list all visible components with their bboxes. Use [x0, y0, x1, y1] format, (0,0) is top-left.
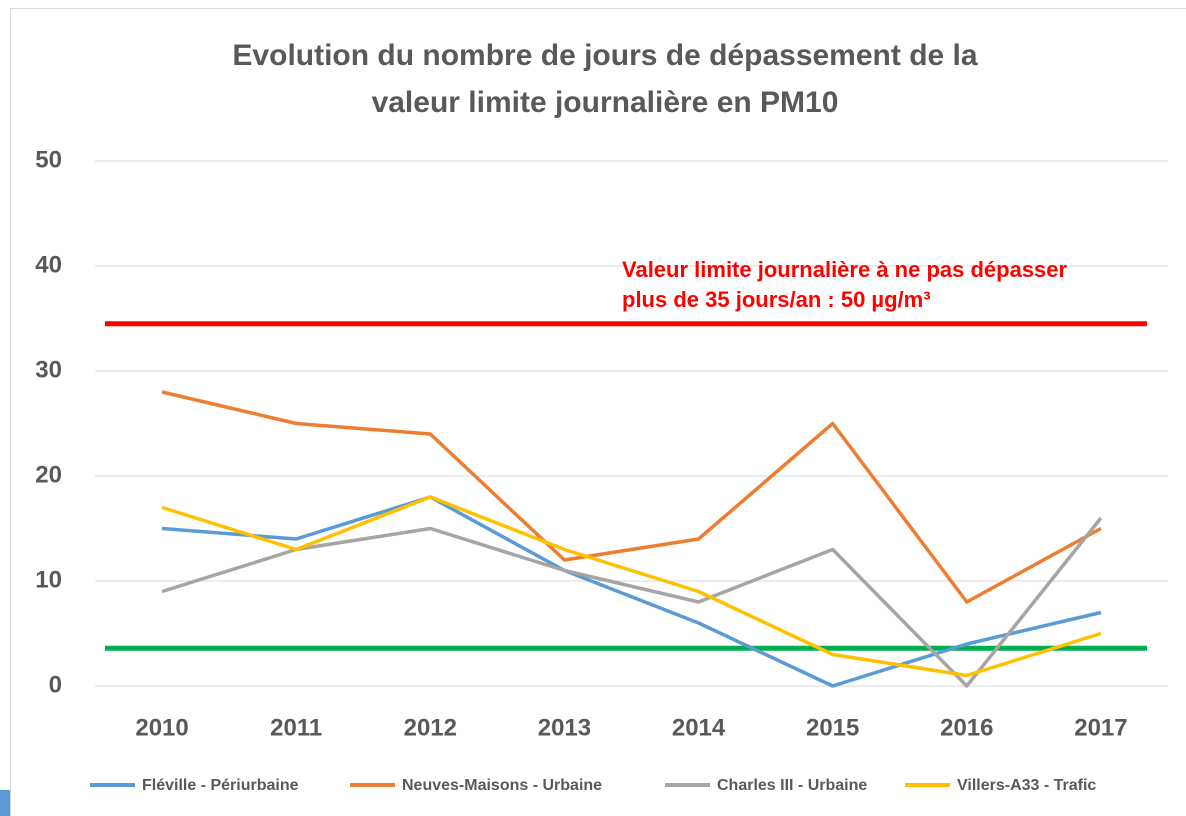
y-tick-label: 30: [35, 356, 62, 383]
chart-title: valeur limite journalière en PM10: [372, 86, 839, 119]
annotation: Valeur limite journalière à ne pas dépas…: [622, 257, 1068, 282]
legend-label: Fléville - Périurbaine: [142, 777, 299, 794]
y-tick-label: 0: [49, 671, 62, 698]
legend-label: Charles III - Urbaine: [717, 777, 867, 794]
x-tick-label: 2012: [404, 714, 457, 741]
y-tick-label: 10: [35, 566, 62, 593]
x-tick-label: 2010: [135, 714, 188, 741]
y-tick-label: 50: [35, 146, 62, 173]
annotation: plus de 35 jours/an : 50 µg/m³: [622, 287, 931, 312]
x-tick-label: 2011: [270, 714, 322, 741]
series-line: [161, 390, 1102, 604]
x-tick-label: 2013: [538, 714, 591, 741]
x-tick-label: 2017: [1074, 714, 1127, 741]
y-tick-label: 40: [35, 251, 62, 278]
x-tick-label: 2015: [806, 714, 859, 741]
series-line: [161, 495, 1102, 688]
series-line: [161, 495, 1102, 678]
series-line: [161, 516, 1103, 688]
corner-mark: [0, 790, 10, 816]
chart-border: [10, 8, 1186, 816]
chart-title: Evolution du nombre de jours de dépassem…: [232, 39, 977, 72]
x-tick-label: 2014: [672, 714, 726, 741]
legend-label: Villers-A33 - Trafic: [957, 777, 1096, 794]
x-tick-label: 2016: [940, 714, 993, 741]
y-tick-label: 20: [35, 461, 62, 488]
legend-label: Neuves-Maisons - Urbaine: [402, 777, 602, 794]
